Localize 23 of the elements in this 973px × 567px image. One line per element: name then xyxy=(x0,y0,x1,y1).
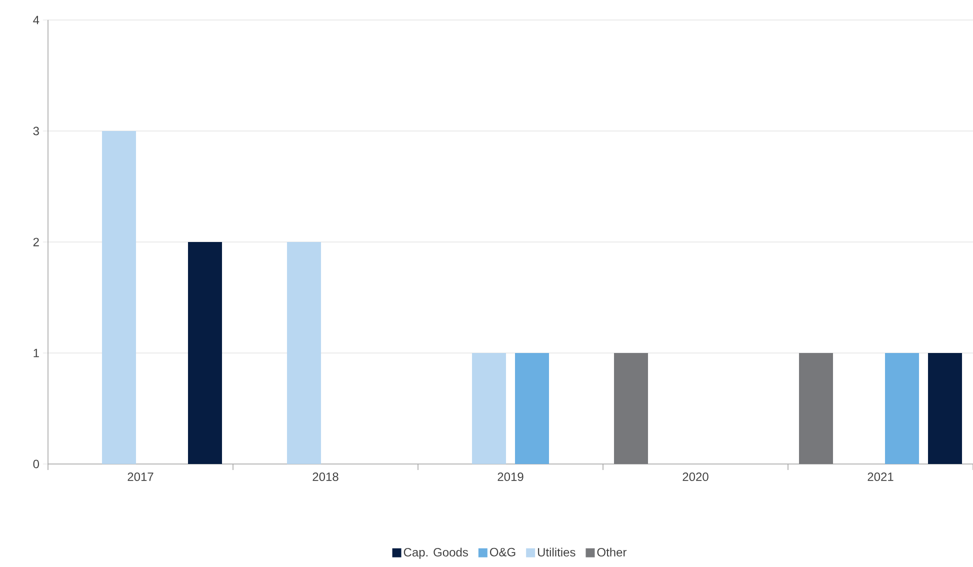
x-tick-label: 2018 xyxy=(312,472,338,482)
bar xyxy=(472,353,506,464)
x-tick-label: 2021 xyxy=(868,472,894,482)
y-tick-label: 4 xyxy=(33,16,40,24)
x-tick-label: 2017 xyxy=(128,472,154,482)
bar xyxy=(885,353,920,464)
legend-label: Other xyxy=(597,548,627,557)
x-tick-label: 2020 xyxy=(682,472,708,482)
bar xyxy=(614,353,648,464)
legend-label: Utilities xyxy=(538,548,576,557)
bar xyxy=(287,242,322,464)
y-tick-label: 3 xyxy=(33,126,39,136)
bar xyxy=(928,353,962,464)
legend-label: Cap. Goods xyxy=(404,548,468,559)
y-tick-label: 1 xyxy=(34,348,39,358)
bar xyxy=(102,131,136,464)
y-tick-label: 0 xyxy=(33,460,40,468)
bar xyxy=(188,242,222,464)
y-tick-label: 2 xyxy=(33,238,39,246)
legend-label: O&G xyxy=(490,548,516,556)
bar xyxy=(799,353,834,464)
bar xyxy=(515,353,550,464)
x-tick-label: 2019 xyxy=(498,472,524,482)
